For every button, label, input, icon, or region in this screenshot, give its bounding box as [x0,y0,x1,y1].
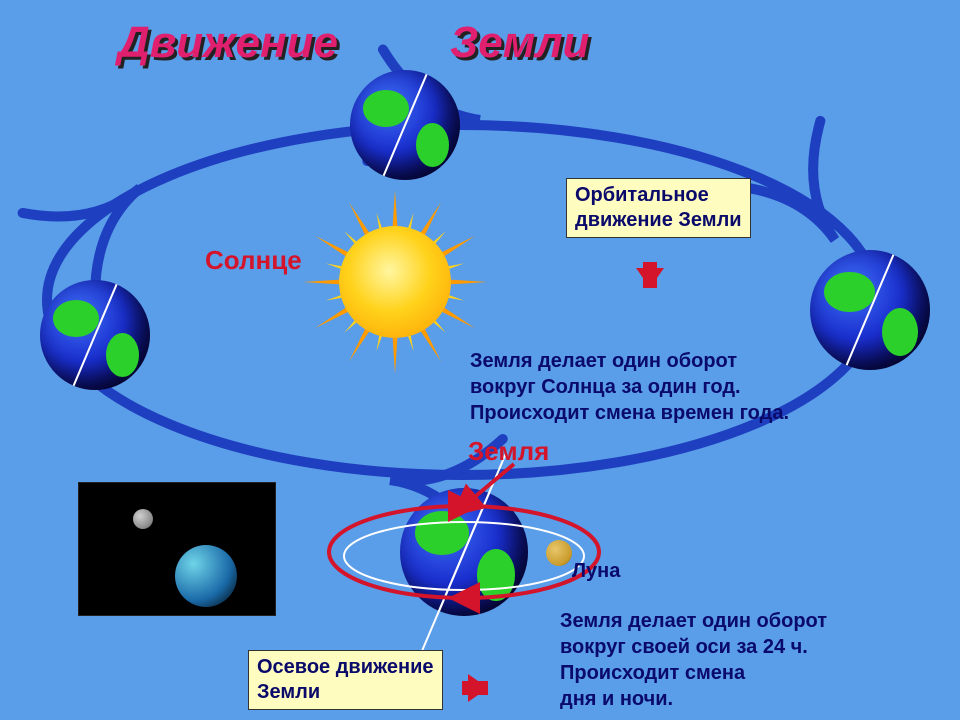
orbital-caption-l2: вокруг Солнца за один год. [470,376,741,398]
inset-moon [133,509,153,529]
axial-box-line2: Земли [257,681,320,703]
sun-label: Солнце [205,245,302,276]
arrow-axial [468,674,488,702]
axial-caption-l1: Земля делает один оборот [560,610,827,632]
orbital-box-line2: движение Земли [575,209,742,231]
moon-label: Луна [572,560,620,583]
orbital-caption-l3: Происходит смена времен года. [470,402,789,424]
orbital-caption-l1: Земля делает один оборот [470,350,737,372]
orbital-box-line1: Орбитальное [575,184,709,206]
title-word-1: Движение [118,18,338,68]
earth-bottom [400,488,528,616]
axial-box-line1: Осевое движение [257,656,434,678]
inset-image [78,482,276,616]
axial-caption-l2: вокруг своей оси за 24 ч. [560,636,808,658]
sun-icon [303,190,487,374]
inset-earth [175,545,237,607]
orbital-caption: Земля делает один оборот вокруг Солнца з… [470,348,789,426]
earth-top [350,70,460,180]
axial-motion-box: Осевое движение Земли [248,650,443,710]
axial-caption-l4: дня и ночи. [560,688,673,710]
orbital-motion-box: Орбитальное движение Земли [566,178,751,238]
earth-left [40,280,150,390]
earth-label: Земля [468,436,549,467]
earth-right [810,250,930,370]
axial-caption-l3: Происходит смена [560,662,745,684]
title-word-2: Земли [450,18,590,68]
moon-icon [546,540,572,566]
arrow-orbital [636,268,664,288]
axial-caption: Земля делает один оборот вокруг своей ос… [560,608,827,712]
